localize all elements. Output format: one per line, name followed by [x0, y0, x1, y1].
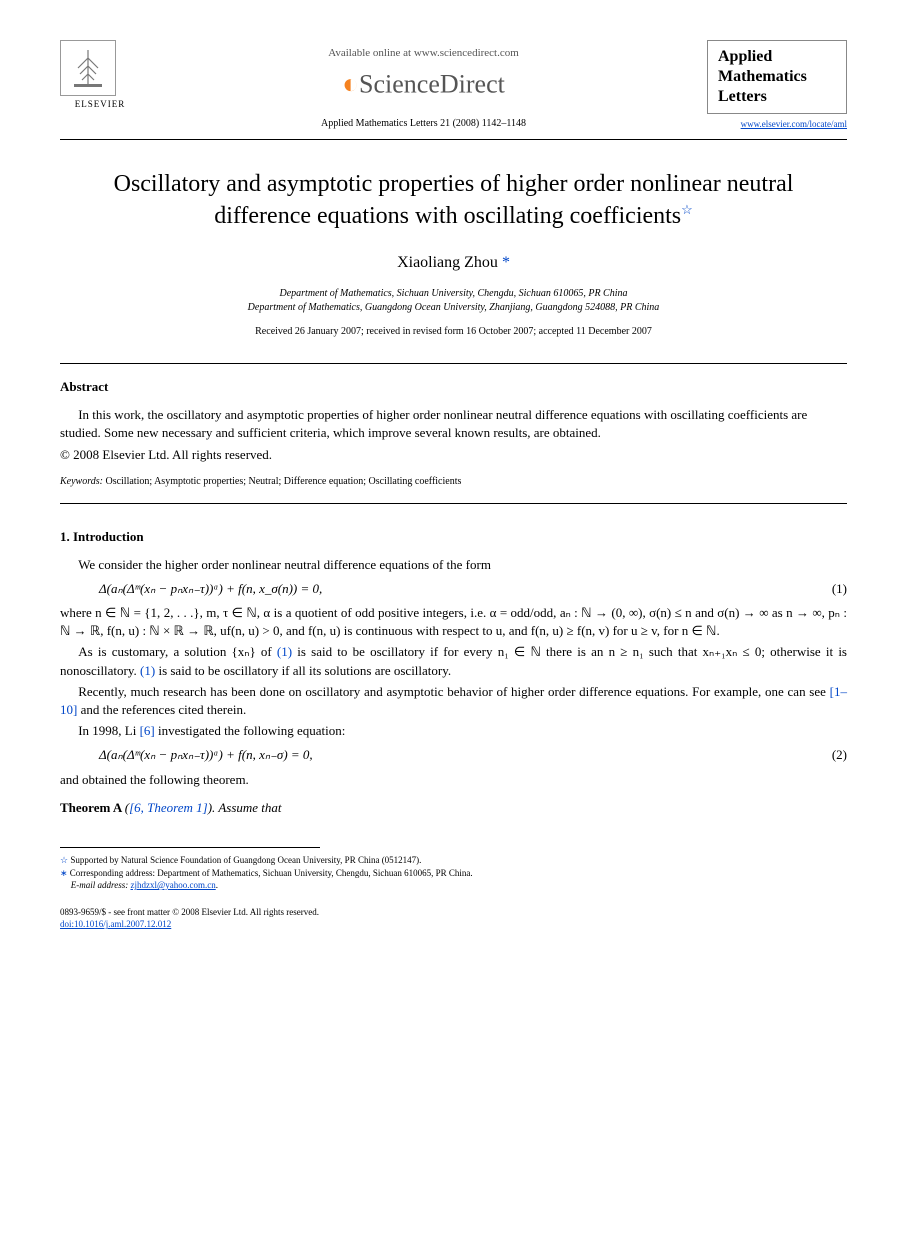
doi-link[interactable]: doi:10.1016/j.aml.2007.12.012	[60, 919, 171, 929]
abstract-top-rule	[60, 363, 847, 364]
doi-line: doi:10.1016/j.aml.2007.12.012	[60, 918, 847, 931]
equation-1-number: (1)	[832, 580, 847, 598]
abstract-section: Abstract In this work, the oscillatory a…	[60, 378, 847, 489]
equation-1-row: Δ(aₙ(Δᵐ(xₙ − pₙxₙ₋τ))ᵅ) + f(n, x_σ(n)) =…	[60, 580, 847, 598]
sciencedirect-text: ScienceDirect	[359, 70, 505, 99]
equation-2-number: (2)	[832, 746, 847, 764]
footnote-rule	[60, 847, 320, 848]
theorem-ref[interactable]: [6, Theorem 1]	[129, 800, 208, 815]
theorem-label: Theorem A	[60, 800, 122, 815]
section-1-heading: 1. Introduction	[60, 528, 847, 546]
equation-2-row: Δ(aₙ(Δᵐ(xₙ − pₙxₙ₋τ))ᵅ) + f(n, xₙ₋σ) = 0…	[60, 746, 847, 764]
p4-a: Recently, much research has been done on…	[78, 684, 829, 699]
corresponding-author-mark[interactable]: *	[502, 254, 510, 271]
footnote-asterisk-icon: ∗	[60, 868, 70, 878]
equation-1: Δ(aₙ(Δᵐ(xₙ − pₙxₙ₋τ))ᵅ) + f(n, x_σ(n)) =…	[99, 580, 322, 598]
journal-box-wrap: Applied Mathematics Letters www.elsevier…	[707, 40, 847, 131]
sciencedirect-logo: ◐ScienceDirect	[321, 65, 526, 104]
footnote-funding: ☆ Supported by Natural Science Foundatio…	[60, 854, 847, 867]
intro-p4: Recently, much research has been done on…	[60, 683, 847, 719]
affiliation-block: Department of Mathematics, Sichuan Unive…	[60, 287, 847, 315]
abstract-body: In this work, the oscillatory and asympt…	[60, 406, 847, 465]
center-header: Available online at www.sciencedirect.co…	[321, 46, 526, 131]
publisher-logo: ELSEVIER	[60, 40, 140, 111]
intro-p5: In 1998, Li [6] investigated the followi…	[60, 722, 847, 740]
ref-eq1-b[interactable]: (1)	[140, 663, 155, 678]
footnote-email: E-mail address: zjhdzxl@yahoo.com.cn.	[60, 879, 847, 892]
equation-2: Δ(aₙ(Δᵐ(xₙ − pₙxₙ₋τ))ᵅ) + f(n, xₙ₋σ) = 0…	[99, 746, 313, 764]
article-dates: Received 26 January 2007; received in re…	[60, 325, 847, 339]
intro-p3: As is customary, a solution {xₙ} of (1) …	[60, 643, 847, 679]
footnote-star-icon: ☆	[60, 855, 70, 865]
journal-homepage-link[interactable]: www.elsevier.com/locate/aml	[707, 118, 847, 131]
abstract-heading: Abstract	[60, 378, 847, 396]
title-footnote-star: ☆	[681, 202, 693, 217]
section-introduction: 1. Introduction We consider the higher o…	[60, 528, 847, 817]
available-online-text: Available online at www.sciencedirect.co…	[321, 46, 526, 61]
keywords-label: Keywords:	[60, 476, 103, 487]
abstract-copyright: © 2008 Elsevier Ltd. All rights reserved…	[60, 446, 847, 464]
keywords-line: Keywords: Oscillation; Asymptotic proper…	[60, 475, 847, 489]
p3-c: is said to be oscillatory if all its sol…	[155, 663, 451, 678]
p4-b: and the references cited therein.	[77, 702, 246, 717]
p5-a: In 1998, Li	[78, 723, 139, 738]
fn1-text: Supported by Natural Science Foundation …	[70, 855, 421, 865]
footnote-corresponding: ∗ Corresponding address: Department of M…	[60, 867, 847, 880]
publisher-name: ELSEVIER	[60, 98, 140, 111]
doi-label: doi:	[60, 919, 74, 929]
abstract-bottom-rule	[60, 503, 847, 504]
affiliation-2: Department of Mathematics, Guangdong Oce…	[60, 301, 847, 315]
journal-name-3: Letters	[718, 87, 836, 107]
elsevier-tree-icon	[60, 40, 116, 96]
footnote-block: ☆ Supported by Natural Science Foundatio…	[60, 854, 847, 892]
journal-name-1: Applied	[718, 47, 836, 67]
bottom-block: 0893-9659/$ - see front matter © 2008 El…	[60, 906, 847, 931]
journal-title-box: Applied Mathematics Letters	[707, 40, 847, 114]
ref-6[interactable]: [6]	[140, 723, 155, 738]
issn-copyright: 0893-9659/$ - see front matter © 2008 El…	[60, 906, 847, 919]
title-text: Oscillatory and asymptotic properties of…	[114, 171, 794, 229]
p5-b: investigated the following equation:	[155, 723, 346, 738]
author-line: Xiaoliang Zhou *	[60, 252, 847, 274]
ref-eq1-a[interactable]: (1)	[277, 644, 292, 659]
author-email-link[interactable]: zjhdzxl@yahoo.com.cn	[130, 880, 215, 890]
citation-line: Applied Mathematics Letters 21 (2008) 11…	[321, 117, 526, 131]
header-rule	[60, 139, 847, 140]
journal-name-2: Mathematics	[718, 67, 836, 87]
keywords-text: Oscillation; Asymptotic properties; Neut…	[105, 476, 461, 487]
abstract-text: In this work, the oscillatory and asympt…	[60, 406, 847, 442]
email-label: E-mail address:	[71, 880, 128, 890]
intro-p2: where n ∈ ℕ = {1, 2, . . .}, m, τ ∈ ℕ, α…	[60, 604, 847, 640]
author-name: Xiaoliang Zhou	[397, 254, 498, 271]
fn2-text: Corresponding address: Department of Mat…	[70, 868, 473, 878]
theorem-a: Theorem A ([6, Theorem 1]). Assume that	[60, 799, 847, 817]
affiliation-1: Department of Mathematics, Sichuan Unive…	[60, 287, 847, 301]
p3-a: As is customary, a solution {xₙ} of	[78, 644, 277, 659]
doi-value: 10.1016/j.aml.2007.12.012	[74, 919, 171, 929]
intro-p6: and obtained the following theorem.	[60, 771, 847, 789]
theorem-text: Assume that	[215, 800, 281, 815]
article-title: Oscillatory and asymptotic properties of…	[60, 168, 847, 233]
page-header: ELSEVIER Available online at www.science…	[60, 40, 847, 131]
sciencedirect-icon: ◐	[342, 69, 359, 100]
email-suffix: .	[216, 880, 218, 890]
intro-p1: We consider the higher order nonlinear n…	[60, 556, 847, 574]
